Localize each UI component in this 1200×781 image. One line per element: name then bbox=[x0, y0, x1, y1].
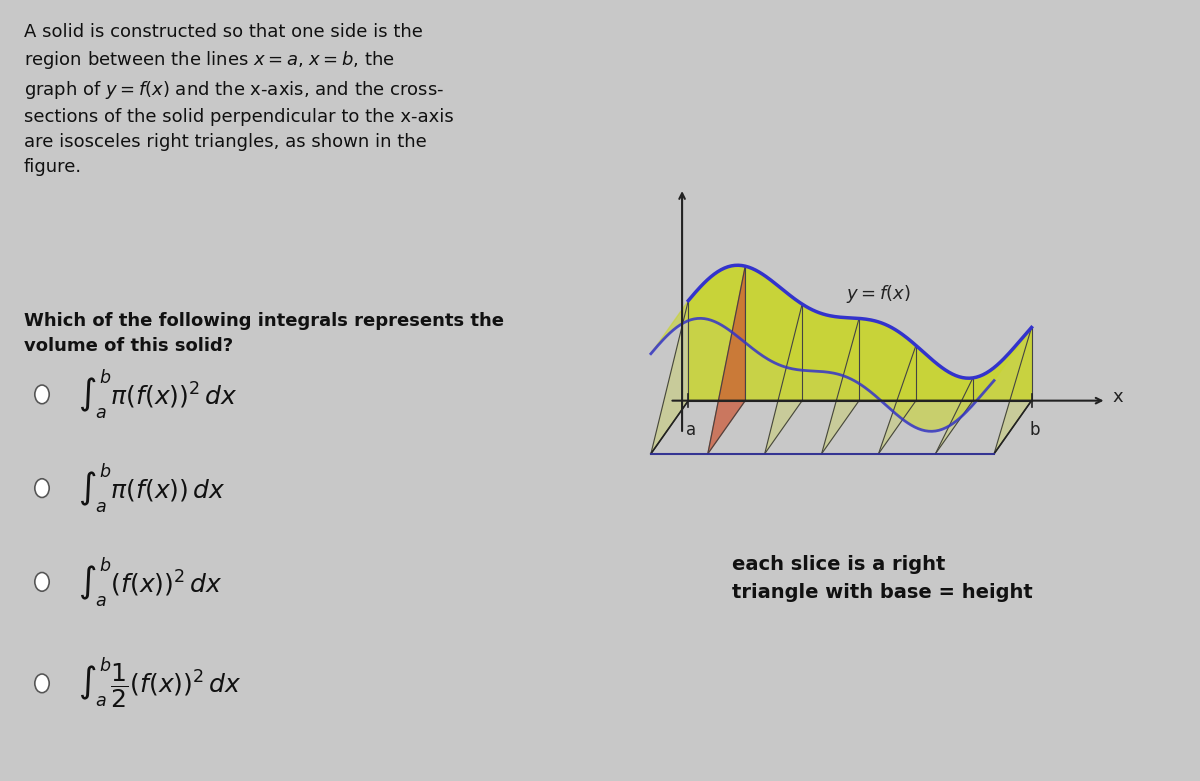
Polygon shape bbox=[936, 378, 973, 454]
Circle shape bbox=[35, 572, 49, 591]
Text: $\int_{a}^{b} \pi(f(x))^2 \, dx$: $\int_{a}^{b} \pi(f(x))^2 \, dx$ bbox=[78, 368, 238, 421]
Text: Which of the following integrals represents the
volume of this solid?: Which of the following integrals represe… bbox=[24, 312, 504, 355]
Text: a: a bbox=[686, 420, 696, 439]
Circle shape bbox=[35, 674, 49, 693]
Circle shape bbox=[35, 479, 49, 497]
Circle shape bbox=[35, 385, 49, 404]
Text: $\int_{a}^{b} \dfrac{1}{2}(f(x))^2 \, dx$: $\int_{a}^{b} \dfrac{1}{2}(f(x))^2 \, dx… bbox=[78, 656, 241, 711]
Polygon shape bbox=[822, 319, 859, 454]
Text: $\int_{a}^{b} \pi(f(x)) \, dx$: $\int_{a}^{b} \pi(f(x)) \, dx$ bbox=[78, 462, 226, 515]
Text: x: x bbox=[1112, 388, 1123, 406]
Polygon shape bbox=[878, 345, 916, 454]
Text: b: b bbox=[1030, 420, 1040, 439]
Polygon shape bbox=[764, 304, 802, 454]
Polygon shape bbox=[650, 266, 1032, 431]
Text: $\int_{a}^{b} (f(x))^2 \, dx$: $\int_{a}^{b} (f(x))^2 \, dx$ bbox=[78, 555, 222, 608]
Polygon shape bbox=[994, 327, 1032, 454]
Polygon shape bbox=[650, 301, 689, 454]
Text: each slice is a right
triangle with base = height: each slice is a right triangle with base… bbox=[732, 555, 1033, 601]
Polygon shape bbox=[689, 266, 1032, 401]
Text: A solid is constructed so that one side is the
region between the lines $x = a$,: A solid is constructed so that one side … bbox=[24, 23, 454, 177]
Text: $y=f(x)$: $y=f(x)$ bbox=[846, 284, 911, 305]
Polygon shape bbox=[708, 266, 745, 454]
